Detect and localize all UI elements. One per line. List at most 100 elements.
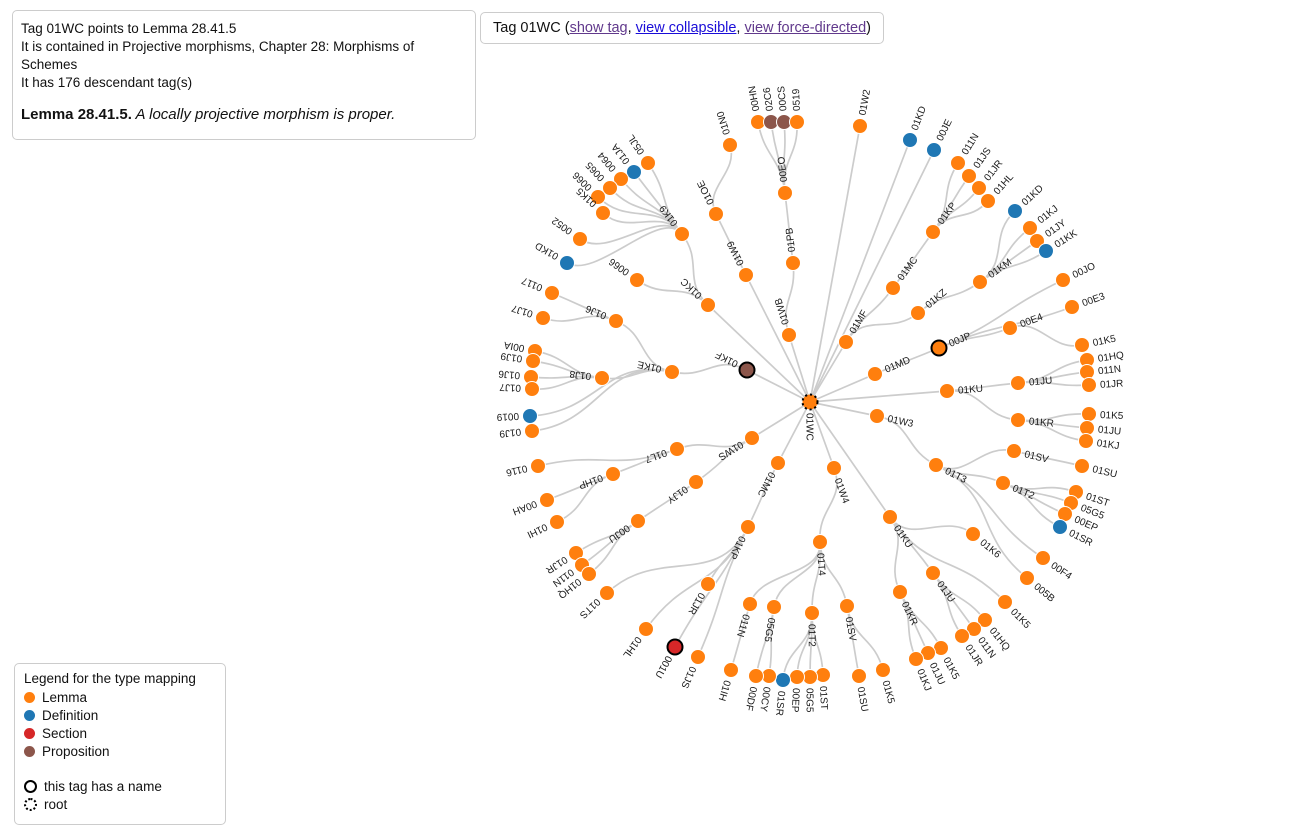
graph-node-0065[interactable] bbox=[602, 180, 618, 196]
graph-node-0052[interactable] bbox=[572, 231, 588, 247]
graph-node-01T3[interactable] bbox=[928, 457, 944, 473]
graph-node-01SV[interactable] bbox=[839, 598, 855, 614]
graph-node-05G5[interactable] bbox=[766, 599, 782, 615]
graph-node-00E3[interactable] bbox=[1064, 299, 1080, 315]
graph-node-01HL[interactable] bbox=[980, 193, 996, 209]
graph-node-01K5[interactable] bbox=[997, 594, 1013, 610]
graph-node-01KD[interactable] bbox=[902, 132, 918, 148]
view-force-directed-link[interactable]: view force-directed bbox=[744, 20, 867, 36]
graph-node-00JU[interactable] bbox=[630, 513, 646, 529]
graph-node-001U[interactable] bbox=[666, 638, 684, 656]
graph-node-01KR[interactable] bbox=[892, 584, 908, 600]
graph-node-01JS[interactable] bbox=[690, 649, 706, 665]
graph-node-01J7[interactable] bbox=[524, 381, 540, 397]
graph-node-01T2[interactable] bbox=[995, 475, 1011, 491]
graph-node-01K5[interactable] bbox=[1074, 337, 1090, 353]
graph-node-01KP[interactable] bbox=[740, 519, 756, 535]
graph-node-00F4[interactable] bbox=[1035, 550, 1051, 566]
graph-node-01W3[interactable] bbox=[869, 408, 885, 424]
graph-node-00EP[interactable] bbox=[789, 669, 805, 685]
graph-node-00AH[interactable] bbox=[539, 492, 555, 508]
graph-node-011N[interactable] bbox=[1079, 364, 1095, 380]
graph-node-01HI[interactable] bbox=[549, 514, 565, 530]
graph-node-01WB[interactable] bbox=[781, 327, 797, 343]
graph-node-0066[interactable] bbox=[590, 189, 606, 205]
graph-node-01MD[interactable] bbox=[867, 366, 883, 382]
graph-node-01WC[interactable] bbox=[801, 393, 819, 411]
graph-node-01HP[interactable] bbox=[605, 466, 621, 482]
graph-node-01J7[interactable] bbox=[535, 310, 551, 326]
graph-node-01JA[interactable] bbox=[626, 164, 642, 180]
graph-node-01JR[interactable] bbox=[971, 180, 987, 196]
graph-node-05JL[interactable] bbox=[640, 155, 656, 171]
show-tag-link[interactable]: show tag bbox=[569, 20, 628, 36]
graph-node-01SR[interactable] bbox=[1052, 519, 1068, 535]
graph-node-01J9[interactable] bbox=[524, 423, 540, 439]
graph-node-01W2[interactable] bbox=[852, 118, 868, 134]
graph-node-00JO[interactable] bbox=[1055, 272, 1071, 288]
graph-node-01MC[interactable] bbox=[770, 455, 786, 471]
graph-node-01J6[interactable] bbox=[608, 313, 624, 329]
graph-node-01KU[interactable] bbox=[939, 383, 955, 399]
graph-node-005B[interactable] bbox=[1019, 570, 1035, 586]
graph-node-00JP[interactable] bbox=[930, 339, 948, 357]
graph-node-00EO[interactable] bbox=[777, 185, 793, 201]
graph-node-01W4[interactable] bbox=[826, 460, 842, 476]
view-collapsible-link[interactable]: view collapsible bbox=[635, 20, 737, 36]
graph-node-0519[interactable] bbox=[789, 114, 805, 130]
graph-node-01KF[interactable] bbox=[738, 361, 756, 379]
graph-node-01SU[interactable] bbox=[1074, 458, 1090, 474]
graph-node-01SV[interactable] bbox=[1006, 443, 1022, 459]
graph-node-01K5[interactable] bbox=[875, 662, 891, 678]
graph-node-01KJ[interactable] bbox=[908, 651, 924, 667]
graph-node-01KE[interactable] bbox=[664, 364, 680, 380]
graph-node-01J8[interactable] bbox=[594, 370, 610, 386]
graph-node-01L7[interactable] bbox=[669, 441, 685, 457]
graph-node-01SR[interactable] bbox=[775, 672, 791, 688]
graph-node-01J9[interactable] bbox=[525, 353, 541, 369]
graph-node-01HQ[interactable] bbox=[581, 566, 597, 582]
graph-node-01JR[interactable] bbox=[954, 628, 970, 644]
graph-node-0064[interactable] bbox=[613, 171, 629, 187]
graph-node-01JY[interactable] bbox=[1029, 233, 1045, 249]
graph-node-01TS[interactable] bbox=[599, 585, 615, 601]
graph-node-01SU[interactable] bbox=[851, 668, 867, 684]
graph-node-01T2[interactable] bbox=[804, 605, 820, 621]
graph-node-01KD[interactable] bbox=[1007, 203, 1023, 219]
graph-node-00DF[interactable] bbox=[748, 668, 764, 684]
graph-node-01KC[interactable] bbox=[700, 297, 716, 313]
graph-node-01KZ[interactable] bbox=[910, 305, 926, 321]
graph-node-01JR[interactable] bbox=[700, 576, 716, 592]
graph-node-01MC[interactable] bbox=[885, 280, 901, 296]
graph-node-0117[interactable] bbox=[544, 285, 560, 301]
graph-node-01OE[interactable] bbox=[708, 206, 724, 222]
graph-node-0019[interactable] bbox=[522, 408, 538, 424]
graph-node-00JE[interactable] bbox=[926, 142, 942, 158]
graph-node-01KJ[interactable] bbox=[1022, 220, 1038, 236]
graph-node-01ST[interactable] bbox=[815, 667, 831, 683]
graph-node-01N0[interactable] bbox=[722, 137, 738, 153]
graph-node-01W9[interactable] bbox=[738, 267, 754, 283]
graph-node-01PB[interactable] bbox=[785, 255, 801, 271]
graph-node-01HL[interactable] bbox=[638, 621, 654, 637]
graph-node-01KR[interactable] bbox=[1010, 412, 1026, 428]
graph-node-00E4[interactable] bbox=[1002, 320, 1018, 336]
graph-node-01IH[interactable] bbox=[723, 662, 739, 678]
graph-node-01K5[interactable] bbox=[595, 205, 611, 221]
graph-node-01MF[interactable] bbox=[838, 334, 854, 350]
graph-node-011N[interactable] bbox=[966, 621, 982, 637]
graph-node-01JU[interactable] bbox=[1010, 375, 1026, 391]
graph-node-01JU[interactable] bbox=[925, 565, 941, 581]
graph-node-01JR[interactable] bbox=[1081, 377, 1097, 393]
graph-node-01K9[interactable] bbox=[674, 226, 690, 242]
graph-node-0066[interactable] bbox=[629, 272, 645, 288]
graph-node-011N[interactable] bbox=[742, 596, 758, 612]
graph-node-01KJ[interactable] bbox=[1078, 433, 1094, 449]
graph-node-01K5[interactable] bbox=[1081, 406, 1097, 422]
graph-node-01T4[interactable] bbox=[812, 534, 828, 550]
graph-node-01HQ[interactable] bbox=[977, 612, 993, 628]
graph-node-01WS[interactable] bbox=[744, 430, 760, 446]
graph-node-01KD[interactable] bbox=[559, 255, 575, 271]
graph-node-01JS[interactable] bbox=[961, 168, 977, 184]
graph-node-01KM[interactable] bbox=[972, 274, 988, 290]
